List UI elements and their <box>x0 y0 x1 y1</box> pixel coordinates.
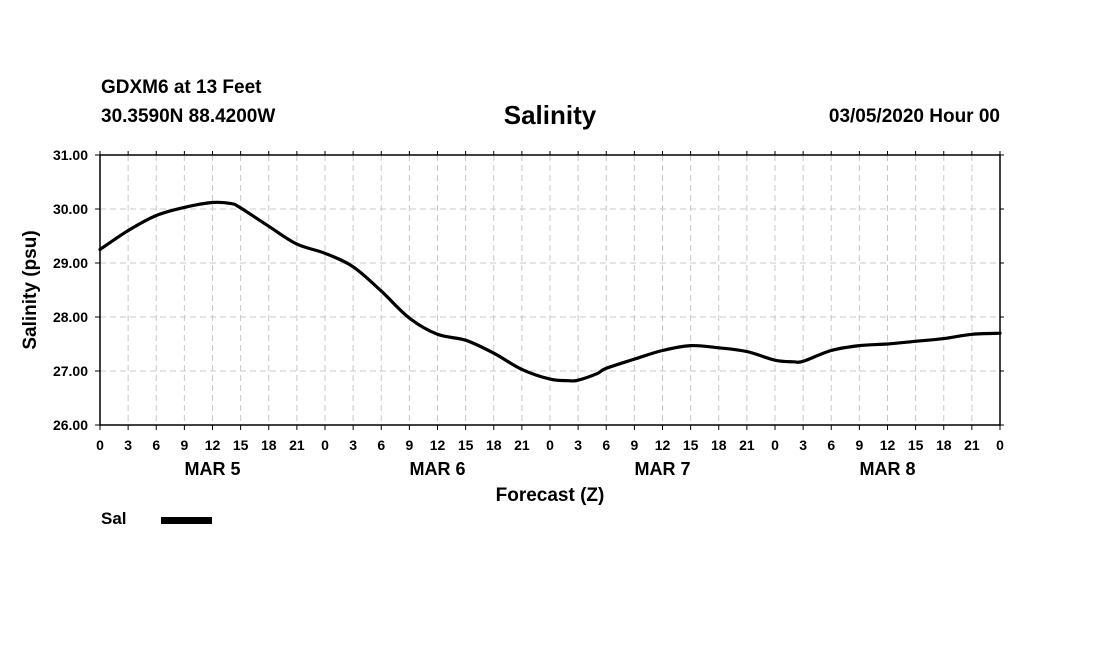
series-line-sal <box>98 200 1002 383</box>
y-tick-label: 27.00 <box>53 363 88 379</box>
x-tick-label: 21 <box>739 437 755 453</box>
y-tick-label: 31.00 <box>53 147 88 163</box>
legend-label: Sal <box>101 509 127 528</box>
x-tick-label: 9 <box>180 437 188 453</box>
y-tick-label: 26.00 <box>53 417 88 433</box>
x-tick-label: 15 <box>908 437 924 453</box>
x-tick-label: 0 <box>546 437 554 453</box>
x-tick-label: 18 <box>486 437 502 453</box>
x-tick-label: 0 <box>321 437 329 453</box>
x-tick-label: 18 <box>711 437 727 453</box>
x-tick-label: 0 <box>771 437 779 453</box>
x-tick-label: 12 <box>655 437 671 453</box>
x-tick-label: 3 <box>124 437 132 453</box>
y-tick-label: 29.00 <box>53 255 88 271</box>
y-tick-label: 30.00 <box>53 201 88 217</box>
x-tick-label: 12 <box>205 437 221 453</box>
day-label: MAR 7 <box>634 459 690 479</box>
x-tick-label: 21 <box>289 437 305 453</box>
x-tick-label: 3 <box>574 437 582 453</box>
x-tick-label: 6 <box>377 437 385 453</box>
day-label: MAR 5 <box>184 459 240 479</box>
x-tick-label: 12 <box>880 437 896 453</box>
x-tick-label: 15 <box>233 437 249 453</box>
x-tick-label: 9 <box>630 437 638 453</box>
x-axis-label: Forecast (Z) <box>496 485 605 506</box>
y-axis-label: Salinity (psu) <box>20 230 41 349</box>
x-tick-label: 3 <box>349 437 357 453</box>
x-tick-label: 6 <box>602 437 610 453</box>
x-tick-label: 12 <box>430 437 446 453</box>
x-tick-label: 3 <box>799 437 807 453</box>
station-label: GDXM6 at 13 Feet <box>101 77 262 98</box>
x-tick-label: 6 <box>827 437 835 453</box>
chart-title: Salinity <box>503 100 597 130</box>
x-tick-label: 0 <box>96 437 104 453</box>
x-tick-label: 6 <box>152 437 160 453</box>
x-tick-label: 0 <box>996 437 1004 453</box>
x-tick-label: 15 <box>683 437 699 453</box>
x-tick-label: 15 <box>458 437 474 453</box>
x-tick-label: 9 <box>855 437 863 453</box>
issued-time-label: 03/05/2020 Hour 00 <box>828 106 1000 127</box>
coordinates-label: 30.3590N 88.4200W <box>101 106 276 127</box>
x-tick-label: 9 <box>405 437 413 453</box>
day-label: MAR 8 <box>859 459 915 479</box>
x-tick-label: 21 <box>514 437 530 453</box>
x-tick-label: 18 <box>936 437 952 453</box>
y-tick-label: 28.00 <box>53 309 88 325</box>
day-label: MAR 6 <box>409 459 465 479</box>
x-tick-label: 21 <box>964 437 980 453</box>
legend-swatch <box>161 517 212 524</box>
x-tick-label: 18 <box>261 437 277 453</box>
